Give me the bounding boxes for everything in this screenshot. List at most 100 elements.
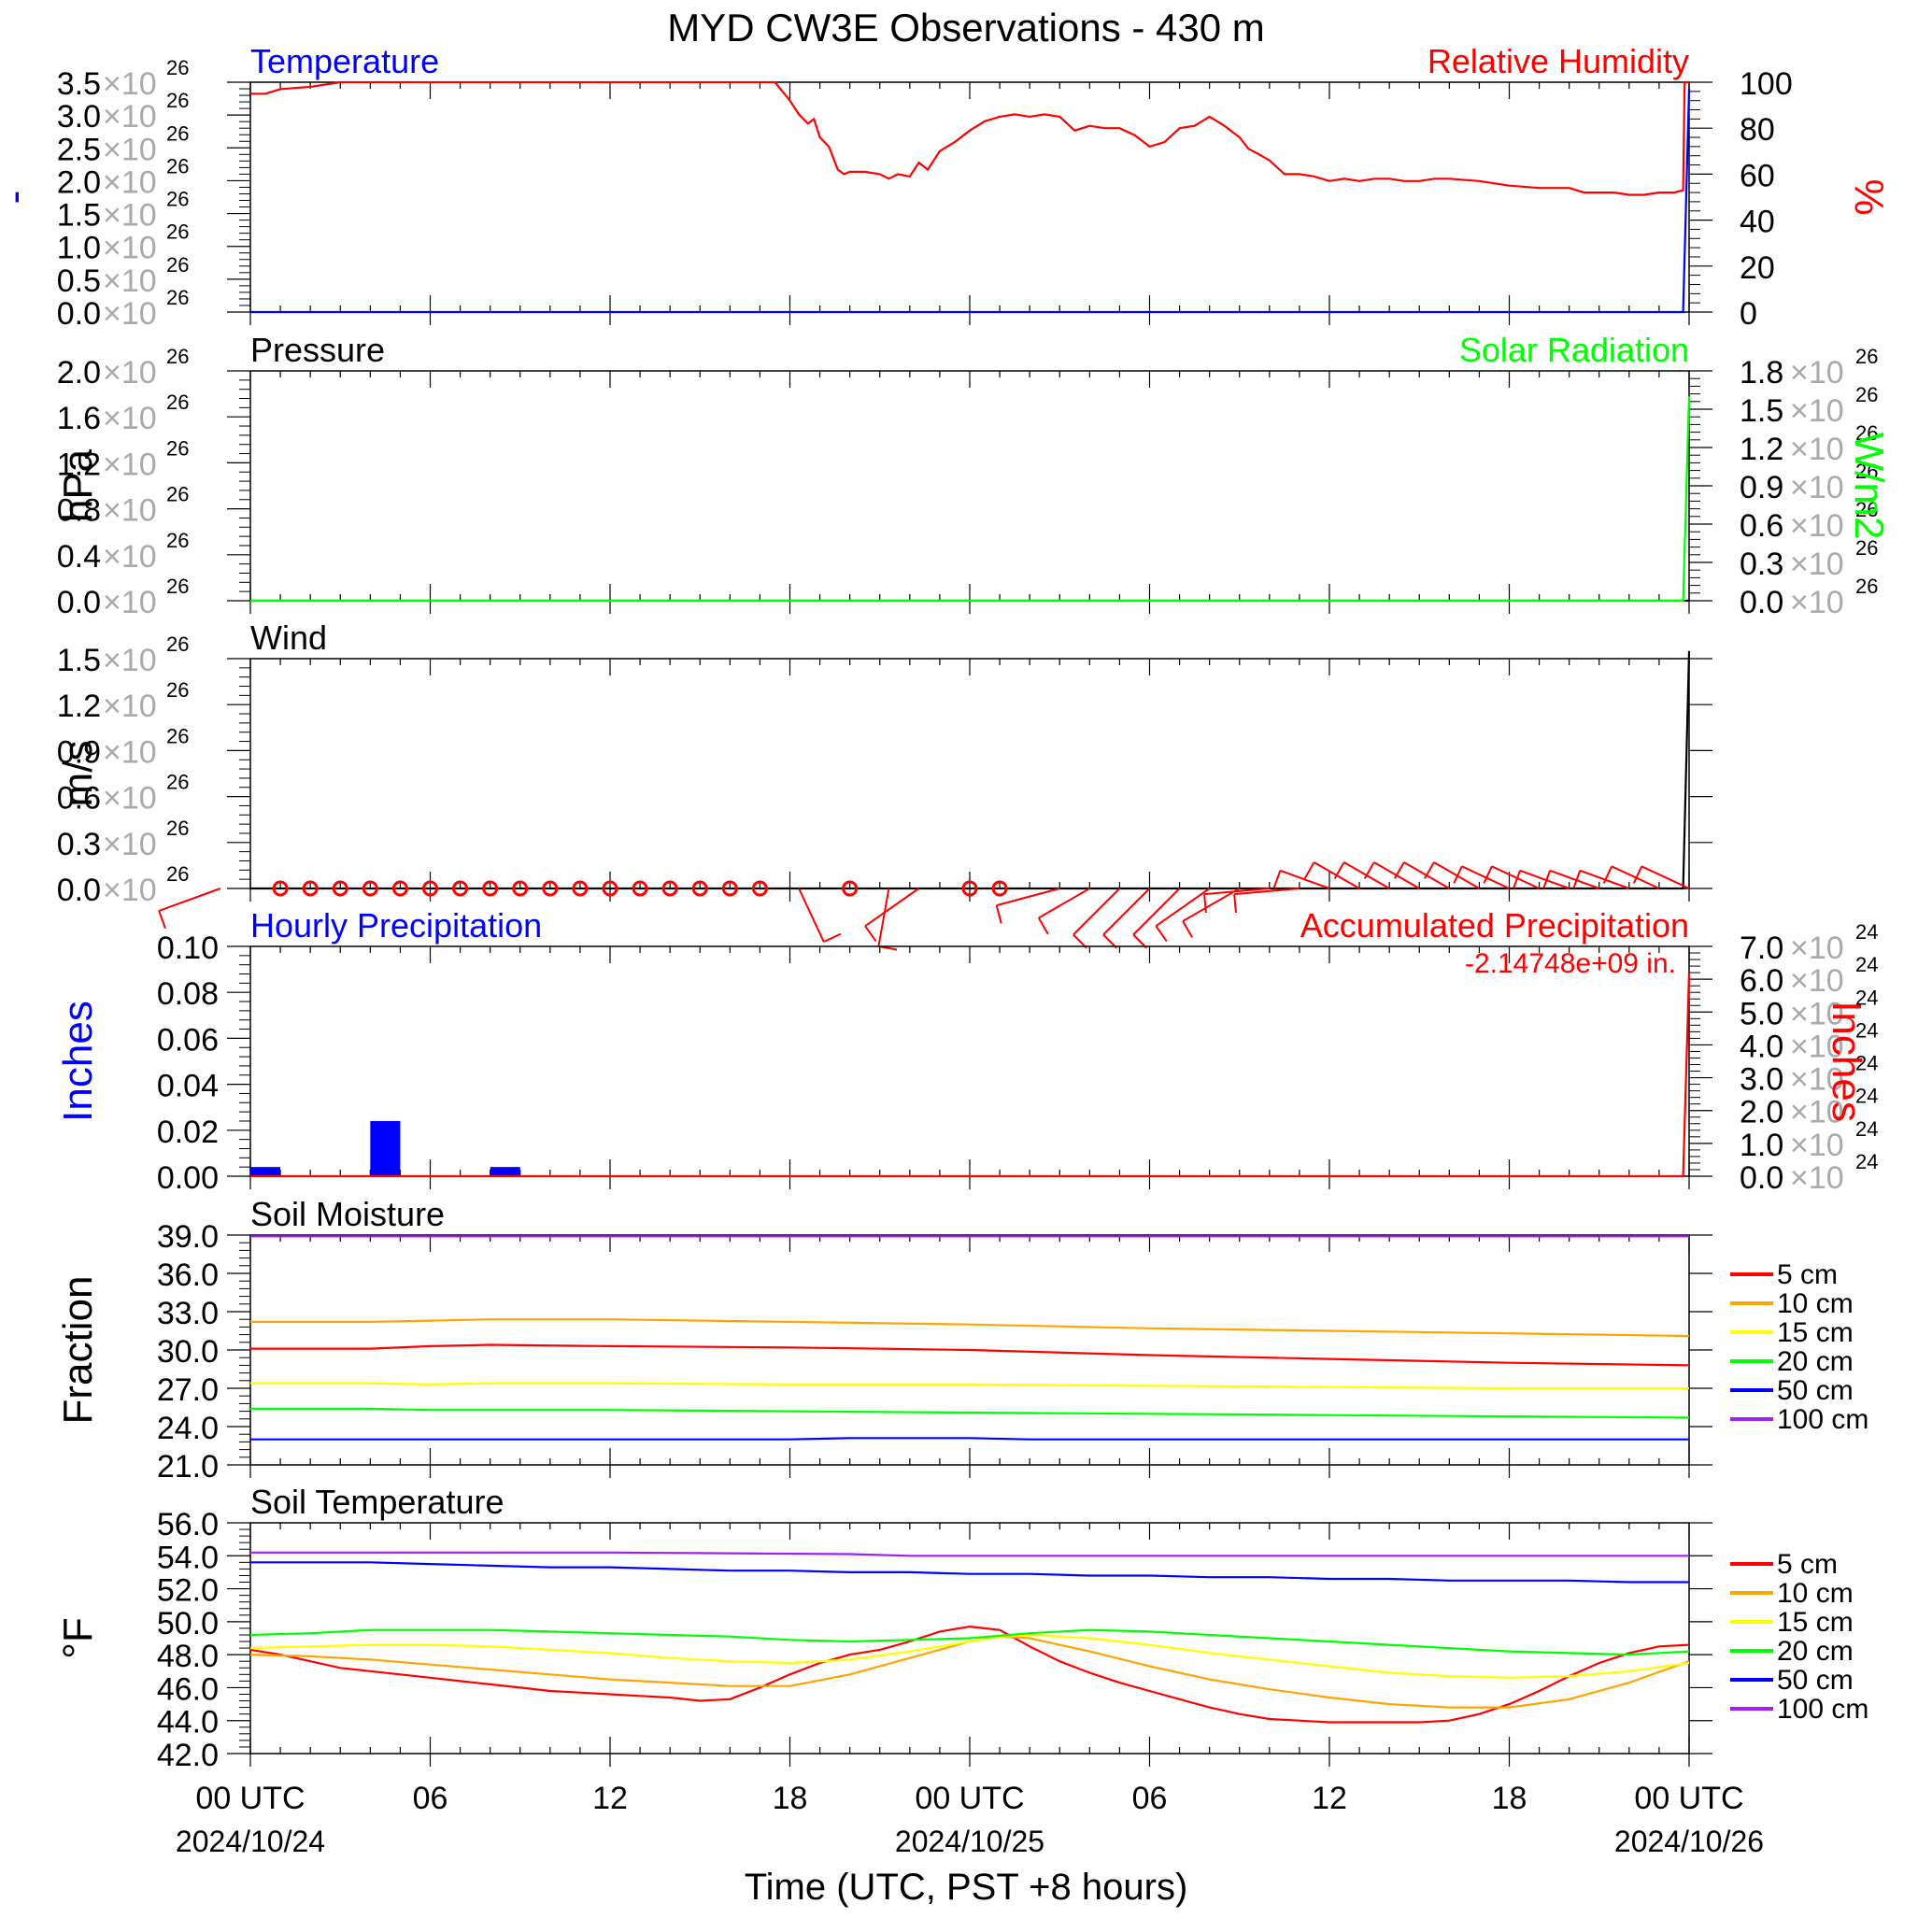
y-axis-label-left: m/s <box>55 741 101 807</box>
y-tick-label: 39.0 <box>157 1219 219 1255</box>
y-tick-label: 1.5 <box>57 198 101 234</box>
x-tick-label: 00 UTC <box>915 1781 1024 1816</box>
y-axis-label-right: % <box>1846 178 1892 215</box>
legend-label: 100 cm <box>1777 1694 1868 1725</box>
y-tick-label: 21.0 <box>157 1449 219 1485</box>
calm-wind-circle <box>661 880 678 897</box>
panel-title-right: Relative Humidity <box>1428 42 1689 80</box>
y-tick-times: ×10 <box>1790 931 1844 966</box>
series-line <box>249 1625 1690 1724</box>
x-tick-label: 00 UTC <box>195 1781 305 1816</box>
y-tick-label: 0.02 <box>157 1115 219 1150</box>
series-line <box>250 1437 1689 1441</box>
y-tick-times: ×10 <box>103 66 157 102</box>
calm-wind-circle <box>842 880 859 897</box>
y-tick-exponent: 26 <box>166 220 189 244</box>
series-line <box>250 1551 1689 1557</box>
wind-barb-flag <box>1513 870 1521 888</box>
wind-barb-flag <box>1233 894 1237 914</box>
wind-barb-flag <box>864 925 877 943</box>
legend-label: 5 cm <box>1777 1549 1838 1580</box>
y-tick-times: ×10 <box>1790 1095 1844 1130</box>
y-tick-times: ×10 <box>103 401 157 436</box>
precip-annotation: -2.14748e+09 in. <box>1465 948 1676 979</box>
y-tick-label: 24.0 <box>157 1411 219 1446</box>
wind-barb <box>1461 865 1510 889</box>
y-tick-exponent: 26 <box>166 436 189 460</box>
y-tick-label: 2.0 <box>57 355 101 391</box>
legend-label: 15 cm <box>1777 1607 1854 1638</box>
y-tick-times: ×10 <box>103 873 157 908</box>
series-line <box>249 1628 1690 1656</box>
wind-barb <box>1155 888 1211 927</box>
x-tick-label: 18 <box>1492 1781 1527 1816</box>
y-axis-label-left: hPa <box>55 448 101 522</box>
y-tick-label-right: 1.8 <box>1740 355 1783 391</box>
legend-label: 10 cm <box>1777 1578 1854 1609</box>
wind-barb-flag <box>1453 865 1463 884</box>
y-tick-times: ×10 <box>103 296 157 332</box>
y-tick-label: 48.0 <box>157 1639 219 1674</box>
wind-barb-flag <box>1037 916 1049 935</box>
series-line <box>250 80 1689 196</box>
series-line <box>250 650 1691 890</box>
y-tick-label: 1.2 <box>57 447 101 482</box>
y-tick-label: 0.9 <box>57 734 101 770</box>
y-tick-label-right: 1.5 <box>1740 393 1783 429</box>
series-line <box>250 1382 1689 1390</box>
y-tick-label: 33.0 <box>157 1296 219 1331</box>
y-tick-label: 1.5 <box>57 643 101 678</box>
x-axis-label: Time (UTC, PST +8 hours) <box>745 1867 1188 1908</box>
y-tick-label-right: 80 <box>1740 112 1775 148</box>
y-tick-exponent: 26 <box>166 89 189 112</box>
y-tick-times: ×10 <box>103 132 157 167</box>
y-tick-times: ×10 <box>103 781 157 817</box>
panel-title-left: Hourly Precipitation <box>250 906 542 945</box>
y-tick-label: 0.10 <box>157 931 219 966</box>
y-tick-exponent: 26 <box>166 154 189 178</box>
y-tick-times: ×10 <box>103 539 157 575</box>
legend-label: 100 cm <box>1777 1404 1868 1435</box>
legend-label: 20 cm <box>1777 1636 1854 1667</box>
y-tick-label-right: 0.6 <box>1740 508 1783 544</box>
calm-wind-circle <box>991 880 1008 897</box>
y-tick-label: 52.0 <box>157 1573 219 1609</box>
x-tick-label: 12 <box>592 1781 628 1816</box>
panel-title-left: Pressure <box>250 331 385 369</box>
y-tick-times: ×10 <box>1790 547 1844 582</box>
x-tick-label: 12 <box>1312 1781 1347 1816</box>
wind-barb <box>1038 888 1090 919</box>
y-tick-times: ×10 <box>103 355 157 391</box>
y-tick-exponent: 26 <box>166 286 189 309</box>
legend-label: 50 cm <box>1777 1375 1854 1406</box>
y-tick-times: ×10 <box>103 263 157 299</box>
y-tick-times: ×10 <box>1790 508 1844 544</box>
x-tick-date: 2024/10/26 <box>1614 1825 1764 1858</box>
wind-barb <box>798 888 825 943</box>
wind-barb <box>1204 888 1270 896</box>
y-tick-times: ×10 <box>1790 963 1844 999</box>
y-tick-label: 0.5 <box>57 263 101 299</box>
wind-barb <box>1234 888 1300 896</box>
y-tick-times: ×10 <box>103 643 157 678</box>
wind-barb <box>864 888 920 927</box>
y-tick-label: 2.5 <box>57 132 101 167</box>
y-tick-times: ×10 <box>103 585 157 620</box>
y-tick-label-right: 40 <box>1740 205 1775 240</box>
y-tick-times: ×10 <box>1790 996 1844 1031</box>
x-tick-label: 18 <box>773 1781 808 1816</box>
y-tick-times: ×10 <box>103 164 157 200</box>
y-tick-label: 3.0 <box>57 99 101 135</box>
calm-wind-circle <box>422 880 438 897</box>
y-tick-times: ×10 <box>103 734 157 770</box>
y-tick-label-right: 20 <box>1740 250 1775 286</box>
calm-wind-circle <box>572 880 589 897</box>
calm-wind-circle <box>362 880 378 897</box>
wind-barb <box>1491 865 1541 889</box>
y-tick-label: 0.06 <box>157 1022 219 1058</box>
y-axis-label-left: - <box>0 191 37 205</box>
y-tick-label: 0.6 <box>57 781 101 817</box>
y-tick-label-right: 7.0 <box>1740 931 1783 966</box>
panel-title-left: Wind <box>250 618 327 657</box>
y-tick-exponent: 26 <box>166 862 189 886</box>
